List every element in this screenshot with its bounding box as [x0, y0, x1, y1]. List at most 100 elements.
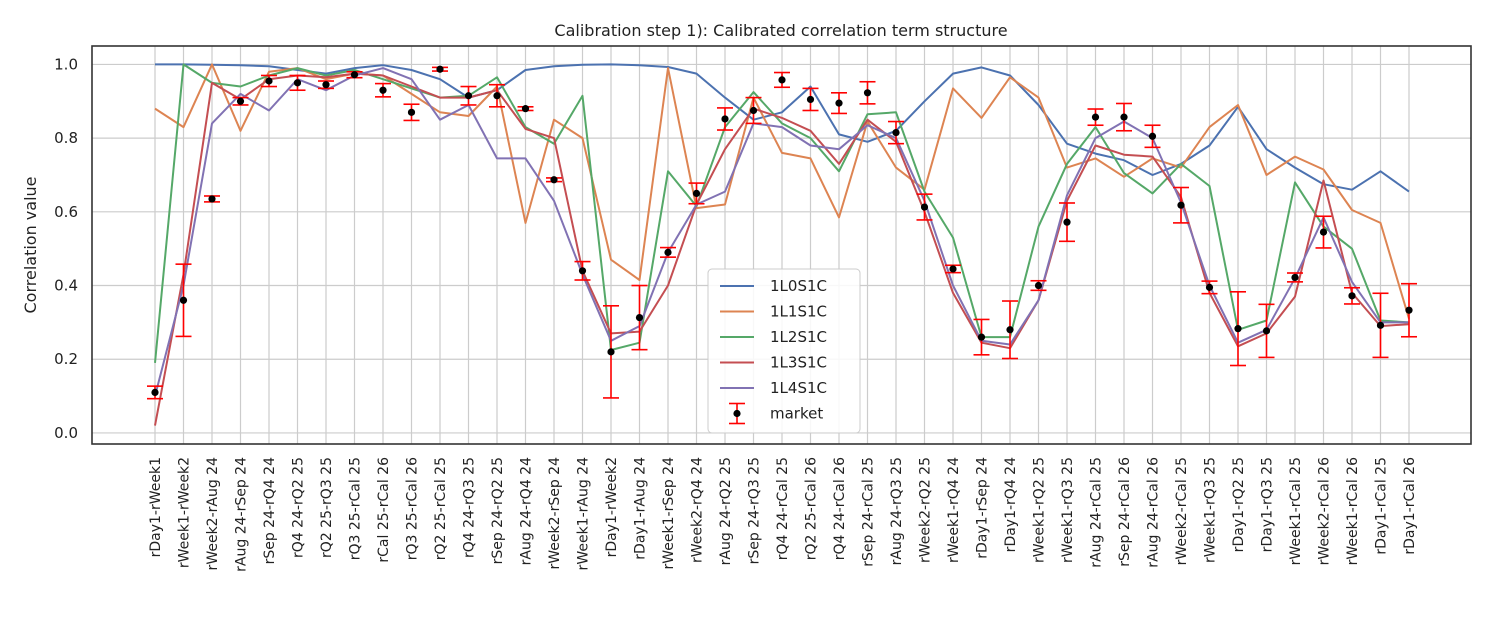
market-point — [1262, 327, 1271, 335]
y-tick-label: 1.0 — [54, 55, 78, 73]
x-tick-label: rAug 24-rSep 24 — [234, 457, 250, 572]
market-point — [407, 108, 416, 116]
market-point — [1091, 113, 1100, 121]
series-lines — [154, 63, 1410, 426]
market-point — [1291, 273, 1299, 282]
x-tick-label: rWeek2-rSep 24 — [547, 457, 563, 570]
market-point — [179, 296, 188, 304]
market-errorbars — [147, 65, 1417, 400]
x-tick-label: rWeek2-rAug 24 — [205, 457, 221, 571]
x-tick-label: rWeek1-rCal 26 — [1345, 457, 1361, 565]
market-point — [1177, 201, 1185, 209]
y-tick-labels: 0.0 0.2 0.4 0.6 0.8 1.0 — [54, 55, 78, 442]
market-point — [635, 313, 644, 322]
market-point — [521, 105, 530, 113]
market-point — [863, 89, 872, 97]
x-tick-label: rWeek1-rCal 25 — [1288, 457, 1304, 565]
x-tick-label: rWeek1-rWeek2 — [177, 457, 193, 568]
x-tick-label: rDay1-rAug 24 — [633, 457, 649, 560]
legend-label: 1L4S1C — [770, 379, 827, 397]
market-point — [1148, 132, 1157, 140]
market-point — [1348, 292, 1356, 300]
market-point — [607, 348, 615, 356]
x-tick-label: rDay1-rQ3 25 — [1260, 457, 1276, 552]
x-tick-label: rQ3 25-rCal 26 — [405, 457, 421, 560]
market-point — [1319, 228, 1328, 236]
x-tick-label: rQ2 25-rCal 25 — [433, 457, 449, 560]
x-tick-label: rAug 24-rQ2 25 — [718, 457, 734, 565]
market-point — [151, 388, 159, 397]
market-point — [749, 106, 758, 115]
x-tick-label: rAug 24-rQ4 24 — [519, 457, 535, 565]
x-tick-label: rQ4 24-rQ3 25 — [462, 457, 478, 558]
legend-label: 1L2S1C — [770, 328, 827, 346]
legend-label: 1L1S1C — [770, 303, 827, 321]
x-tick-label: rWeek1-rSep 24 — [661, 457, 677, 570]
legend-box — [707, 268, 861, 434]
market-point — [379, 86, 387, 94]
market-point — [1120, 113, 1128, 121]
market-point — [322, 81, 330, 89]
x-tick-label: rQ4 24-rCal 26 — [832, 457, 848, 560]
series-line-1L0S1C — [155, 63, 1410, 193]
market-point — [778, 76, 786, 84]
market-point — [1205, 283, 1214, 291]
market-point — [464, 92, 473, 100]
market-point — [1063, 218, 1071, 226]
market-point — [1006, 326, 1014, 334]
market-point — [692, 189, 701, 198]
x-tick-label: rSep 24-rCal 26 — [1117, 457, 1133, 567]
legend: 1L0S1C 1L1S1C 1L2S1C 1L3S1C 1L4S1C market — [707, 268, 861, 434]
legend-market-point — [733, 409, 741, 418]
x-tick-label: rDay1-rCal 26 — [1402, 457, 1418, 555]
y-tick-label: 0.2 — [54, 350, 78, 368]
market-point — [550, 176, 558, 184]
chart-title: Calibration step 1): Calibrated correlat… — [554, 21, 1007, 40]
x-tick-label: rSep 24-rQ4 24 — [262, 457, 278, 564]
x-tick-label: rDay1-rCal 25 — [1374, 457, 1390, 555]
x-tick-label: rAug 24-rQ3 25 — [889, 457, 905, 565]
x-tick-label: rDay1-rWeek1 — [148, 457, 164, 557]
market-point — [1034, 281, 1043, 290]
x-tick-labels: rDay1-rWeek1 rWeek1-rWeek2 rWeek2-rAug 24 r… — [148, 457, 1418, 572]
y-tick-label: 0.4 — [54, 277, 78, 295]
market-point — [578, 267, 587, 275]
market-point — [493, 92, 501, 100]
x-tick-label: rSep 24-rQ2 25 — [490, 457, 506, 564]
x-tick-label: rQ4 24-rCal 25 — [775, 457, 791, 560]
x-tick-label: rWeek1-rQ3 25 — [1060, 457, 1076, 563]
x-tick-label: rDay1-rWeek2 — [604, 457, 620, 557]
x-tick-label: rWeek1-rQ3 25 — [1203, 457, 1219, 563]
market-point — [835, 99, 843, 107]
plot-frame — [91, 45, 1472, 445]
x-tick-label: rAug 24-rCal 26 — [1146, 457, 1162, 568]
x-tick-label: rQ2 25-rQ3 25 — [319, 457, 335, 558]
y-axis-label: Correlation value — [21, 176, 40, 313]
market-point — [1405, 306, 1413, 314]
market-point — [350, 71, 359, 79]
market-point — [664, 248, 672, 256]
x-tick-label: rWeek1-rQ4 24 — [946, 457, 962, 563]
x-tick-label: rDay1-rSep 24 — [975, 457, 991, 559]
x-tick-label: rCal 25-rCal 26 — [376, 457, 392, 563]
market-point — [293, 79, 302, 87]
x-tick-label: rDay1-rQ4 24 — [1003, 457, 1019, 552]
x-tick-label: rWeek2-rQ4 24 — [690, 457, 706, 563]
x-tick-label: rWeek2-rQ2 25 — [918, 457, 934, 563]
market-point — [1234, 325, 1242, 333]
market-point — [920, 203, 929, 211]
market-point — [436, 65, 444, 73]
market-point — [208, 195, 216, 203]
legend-label: 1L3S1C — [770, 354, 827, 372]
market-point — [265, 77, 273, 85]
market-point — [892, 129, 900, 137]
market-point — [949, 265, 957, 273]
series-line-1L4S1C — [154, 67, 1409, 397]
x-tick-label: rSep 24-rQ3 25 — [747, 457, 763, 564]
market-point — [806, 95, 815, 104]
legend-label: 1L0S1C — [770, 277, 827, 295]
market-point — [1376, 321, 1385, 329]
x-tick-label: rDay1-rQ2 25 — [1231, 457, 1247, 552]
x-tick-label: rSep 24-rCal 25 — [861, 457, 877, 567]
